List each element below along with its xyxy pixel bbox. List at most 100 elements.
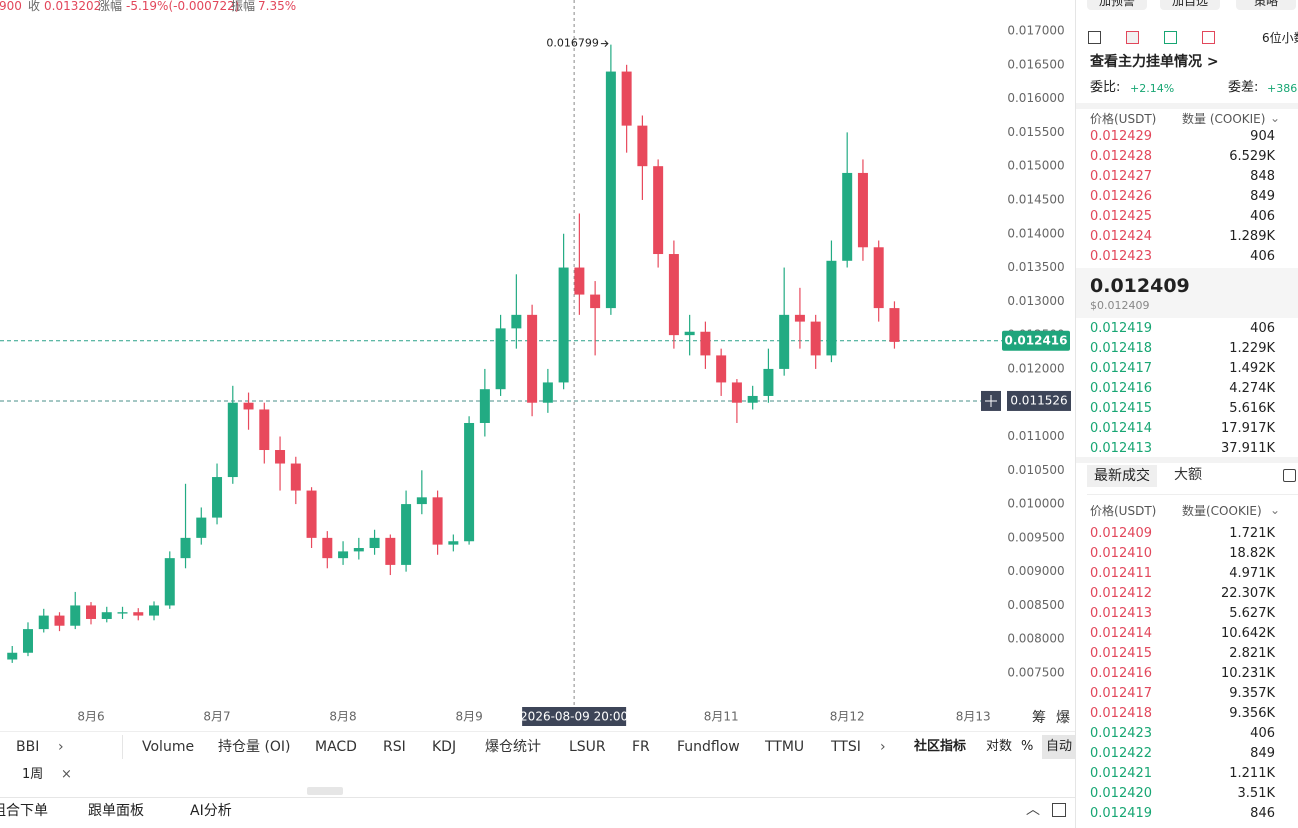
y-tick-label: 0.008000 [1007,632,1064,646]
expand-icon[interactable] [1052,803,1066,817]
candle-body [668,254,679,336]
y-tick-label: 0.011000 [1007,429,1064,443]
trade-qty: 1.211K [1229,766,1275,781]
main-orders-link[interactable]: 查看主力挂单情况 > [1090,54,1219,70]
x-tick-label: 8月9 [455,710,482,724]
y-tick-label: 0.015500 [1007,125,1064,139]
candle-body [117,612,128,614]
trade-qty: 1.721K [1229,526,1275,541]
candle-body [290,463,301,491]
candle-body [448,541,459,545]
candle-body [873,247,884,309]
indicator-tab[interactable]: Fundflow [677,739,740,755]
candle-body [338,551,349,559]
ask-price: 0.012427 [1090,169,1153,184]
indicator-tab[interactable]: LSUR [569,739,606,755]
panel-button[interactable]: 策略 [1236,0,1296,10]
column-header: 价格(USDT) [1090,504,1157,518]
trade-price: 0.012413 [1090,606,1153,621]
ask-qty: 1.289K [1229,229,1275,244]
chevron[interactable]: › [58,739,64,755]
book-view-icon[interactable] [1164,31,1177,44]
side-label[interactable]: 爆 [1056,710,1070,726]
indicator-tab[interactable]: TTSI [831,739,861,755]
candle-body [322,537,333,559]
trade-price: 0.012419 [1090,806,1153,821]
tool-button[interactable]: % [1021,739,1034,754]
ask-price: 0.012425 [1090,209,1153,224]
x-tick-label: 8月8 [329,710,356,724]
bid-price: 0.012415 [1090,401,1153,416]
bottom-tab[interactable]: 组合下单 [0,803,48,819]
candle-body [495,328,506,390]
ask-qty: 406 [1250,209,1275,224]
candle-body [826,260,837,356]
max-label: 0.016799 [546,37,599,50]
indicator-tab[interactable]: MACD [315,739,357,755]
book-view-icon[interactable] [1126,31,1139,44]
trade-price: 0.012416 [1090,666,1153,681]
candle-body [731,382,742,403]
divider [122,735,123,759]
bottom-tab[interactable]: 跟单面板 [88,803,144,819]
ratio-label: 委比: [1090,80,1121,95]
last-price: 0.012409 [1090,275,1190,297]
candle-body [212,477,223,518]
trades-tab[interactable]: 最新成交 [1087,465,1157,487]
trade-qty: 9.357K [1229,686,1275,701]
indicator-tab[interactable]: 持仓量 (OI) [218,739,291,755]
candle-body [86,605,97,619]
panel-border [1075,0,1076,828]
collapse-icon[interactable]: ︿ [1026,802,1040,818]
indicator-tab[interactable]: 爆仓统计 [485,739,541,755]
panel-button[interactable]: 加预警 [1087,0,1147,10]
indicator-tab[interactable]: RSI [383,739,406,755]
header-stat: 900 [0,0,22,13]
crosshair-time-label: 2026-08-09 20:00 [520,710,628,724]
tool-button[interactable]: 对数 [986,739,1013,754]
header-stat: -5.19%(-0.000722) [126,0,240,13]
decimals[interactable]: 6位小数 [1262,31,1298,45]
candle-body [479,389,490,423]
plus-icon [985,394,997,407]
trades-tab[interactable]: 大额 [1174,467,1202,483]
indicator-tab[interactable]: BBI [16,739,40,755]
candle-body [401,504,412,565]
diff: +3867 [1267,82,1298,95]
bid-qty: 1.492K [1229,361,1275,376]
side-label[interactable]: 筹 [1032,710,1046,726]
candle-body [259,409,270,451]
indicator-tab[interactable]: TTMU [765,739,805,755]
candle-body [810,321,821,356]
y-tick-label: 0.016500 [1007,57,1064,71]
tool-button[interactable]: 社区指标 [914,739,967,754]
candle-body [180,537,191,559]
panel-button[interactable]: 加自选 [1160,0,1220,10]
bid-qty: 1.229K [1229,341,1275,356]
chevron[interactable]: › [880,739,886,755]
ask-price: 0.012428 [1090,149,1153,164]
crosshair-price-box [1007,390,1071,411]
bid-price: 0.012419 [1090,321,1153,336]
trade-price: 0.012410 [1090,546,1153,561]
bottom-tab[interactable]: AI分析 [190,803,232,819]
y-tick-label: 0.010500 [1007,463,1064,477]
x-tick-label: 8月6 [77,710,104,724]
indicator-tab[interactable]: Volume [142,739,195,755]
close-icon[interactable]: × [61,767,72,782]
book-view-icon[interactable] [1202,31,1215,44]
indicator-tab[interactable]: KDJ [432,739,457,755]
y-tick-label: 0.014500 [1007,192,1064,206]
trade-qty: 22.307K [1220,586,1275,601]
candle-body [558,267,569,383]
period-tab[interactable]: 1周 [22,767,44,782]
dropdown: ⌄ [1270,111,1281,125]
book-view-icon[interactable] [1088,31,1101,44]
candle-body [747,395,758,403]
candle-body [763,368,774,396]
tool-button[interactable]: 自动 [1042,735,1077,759]
x-tick-label: 8月13 [956,710,991,724]
checkbox[interactable] [1283,469,1296,482]
indicator-tab[interactable]: FR [632,739,650,755]
last-price-box [1002,330,1070,351]
